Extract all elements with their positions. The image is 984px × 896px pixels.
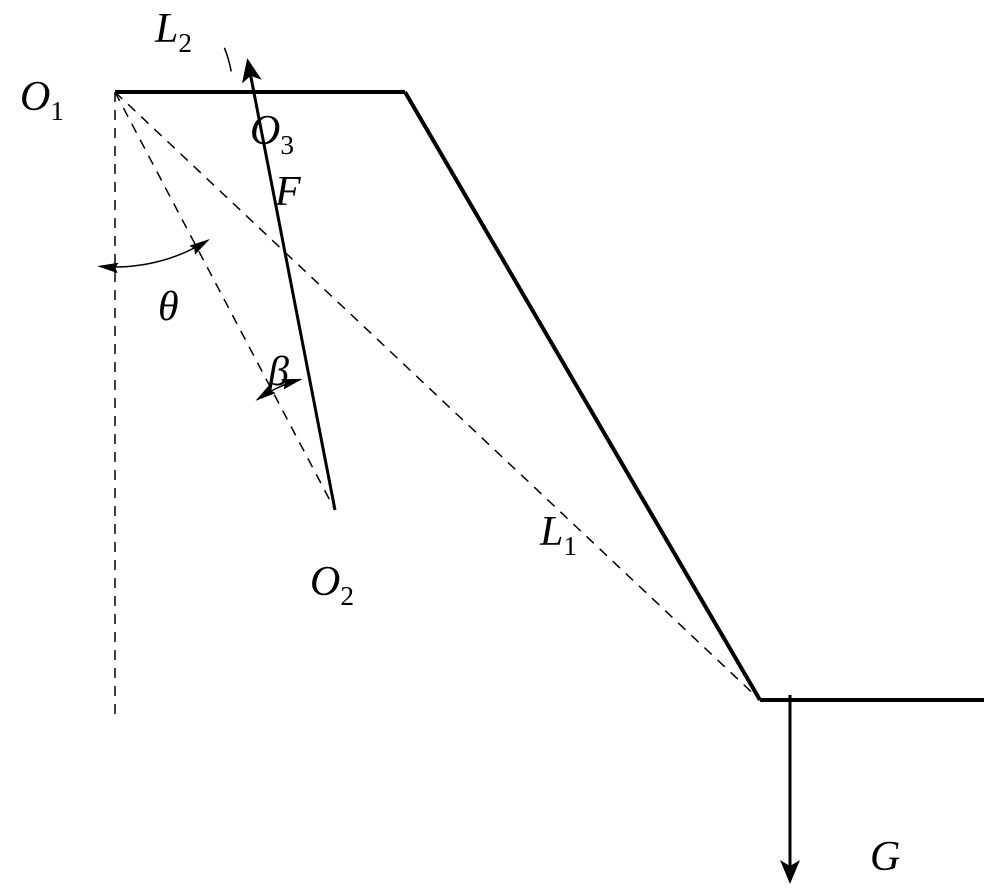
label-theta: θ — [158, 284, 179, 330]
point-label-O2: O2 — [310, 559, 354, 611]
label-L1: L1 — [539, 509, 577, 561]
label-L2: L2 — [154, 6, 192, 58]
point-label-O3: O3 — [250, 108, 294, 160]
point-label-O1: O1 — [20, 74, 64, 126]
solid-line — [405, 92, 760, 700]
dashed-line — [115, 92, 335, 510]
dashed-line — [115, 92, 760, 700]
label-G: G — [870, 834, 900, 880]
theta_arc — [100, 240, 208, 267]
label-beta: β — [267, 349, 289, 395]
L2_arc — [224, 48, 231, 72]
label-F: F — [274, 169, 301, 215]
